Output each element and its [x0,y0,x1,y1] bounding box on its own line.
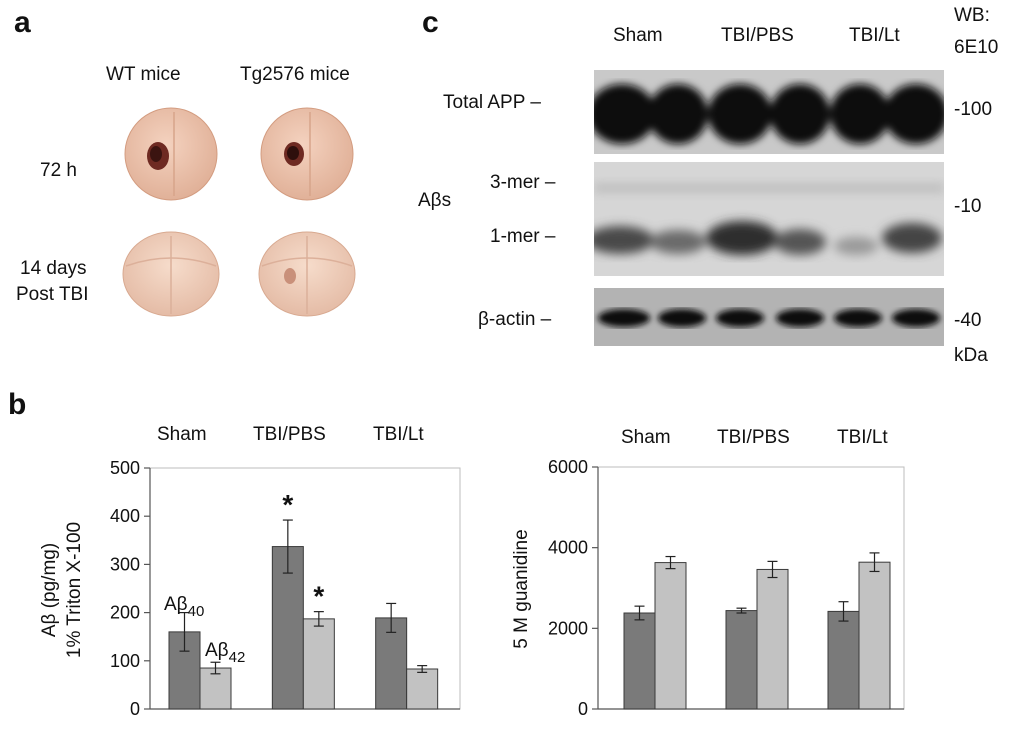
lane-group-tbi-lt: TBI/Lt [849,25,900,46]
brain-photo-wt-14days [122,231,220,317]
panel-c-label: c [422,6,439,39]
mw-marker-100: -100 [954,99,993,120]
row-label-72h: 72 h [40,160,77,181]
significance-asterisk: * [282,489,293,520]
wb-antibody: 6E10 [954,37,999,58]
y-tick-label: 2000 [548,618,588,638]
band-label-actin: β-actin – [478,309,552,330]
chart1-ylabel-line2: 1% Triton X-100 [64,522,85,658]
y-tick-label: 0 [130,699,140,719]
mw-marker-10: -10 [954,196,982,217]
mw-unit-kda: kDa [954,345,988,366]
brain-photo-wt-72h [124,107,218,201]
chart1-category-label: Sham [157,424,207,445]
series-label-abeta40: Aβ40 [164,594,204,620]
chart2-ylabel: 5 M guanidine [511,529,532,648]
row-label-post-tbi: Post TBI [16,284,89,305]
chart2-category-label: Sham [621,427,671,448]
bar-A42-TBILt [406,668,439,710]
brain-photo-tg2576-14days [258,231,356,317]
band-label-abetas: Aβs [418,190,452,211]
y-tick-label: 6000 [548,457,588,477]
mw-marker-40: -40 [954,310,982,331]
col-label-tg2576: Tg2576 mice [240,64,350,85]
bar-dark-TBIPBS [725,610,758,710]
lane-group-tbi-pbs: TBI/PBS [721,25,794,46]
bar-light-TBILt [858,561,891,710]
y-tick-label: 400 [110,506,140,526]
row-label-14days: 14 days [20,258,87,279]
blot-total-app [594,70,944,154]
y-tick-label: 0 [578,699,588,719]
blot-beta-actin [594,288,944,346]
y-tick-label: 200 [110,603,140,623]
bar-dark-Sham [623,612,656,710]
bar-dark-TBILt [827,610,860,710]
brain-photo-tg2576-72h [260,107,354,201]
band-label-1mer: 1-mer – [490,226,556,247]
band-label-total-app: Total APP – [443,92,541,113]
col-label-wt: WT mice [106,64,181,85]
chart2-category-label: TBI/PBS [717,427,790,448]
wb-label: WB: [954,5,990,26]
band-label-3mer: 3-mer – [490,172,556,193]
bar-light-TBIPBS [756,568,789,710]
bar-A42-TBIPBS [302,618,335,710]
significance-asterisk: * [313,581,324,612]
series-label-abeta42: Aβ42 [205,640,245,666]
lane-group-sham: Sham [613,25,663,46]
bar-light-Sham [654,562,687,710]
chart1-category-label: TBI/Lt [373,424,424,445]
y-tick-label: 500 [110,458,140,478]
chart2-category-label: TBI/Lt [837,427,888,448]
y-tick-label: 300 [110,554,140,574]
blot-abeta [594,162,944,276]
panel-a-label: a [14,6,31,39]
panel-b-label: b [8,388,27,421]
chart1-category-label: TBI/PBS [253,424,326,445]
bar-A40-TBILt [375,617,408,710]
y-tick-label: 4000 [548,538,588,558]
y-tick-label: 100 [110,651,140,671]
chart1-ylabel-line1: Aβ (pg/mg) [39,543,60,637]
